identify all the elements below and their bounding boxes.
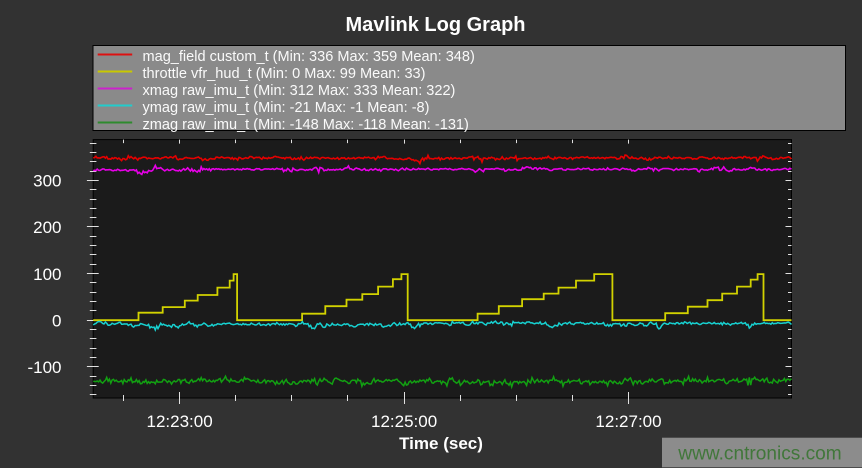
svg-text:mag_field custom_t (Min: 336 M: mag_field custom_t (Min: 336 Max: 359 Me… bbox=[143, 49, 475, 65]
svg-text:12:23:00: 12:23:00 bbox=[147, 412, 213, 431]
svg-text:12:27:00: 12:27:00 bbox=[595, 412, 661, 431]
svg-text:throttle vfr_hud_t (Min: 0 Max: throttle vfr_hud_t (Min: 0 Max: 99 Mean:… bbox=[143, 66, 426, 82]
svg-text:0: 0 bbox=[52, 311, 61, 330]
svg-text:300: 300 bbox=[33, 172, 61, 191]
svg-text:zmag raw_imu_t (Min: -148 Max:: zmag raw_imu_t (Min: -148 Max: -118 Mean… bbox=[143, 117, 469, 133]
svg-text:ymag raw_imu_t (Min: -21 Max:: ymag raw_imu_t (Min: -21 Max: -1 Mean: -… bbox=[143, 100, 430, 116]
svg-text:-100: -100 bbox=[27, 358, 61, 377]
svg-text:Mavlink Log Graph: Mavlink Log Graph bbox=[345, 14, 525, 36]
svg-text:www.cntronics.com: www.cntronics.com bbox=[677, 444, 841, 465]
svg-text:xmag raw_imu_t (Min: 312 Max:: xmag raw_imu_t (Min: 312 Max: 333 Mean: … bbox=[143, 83, 456, 99]
svg-text:100: 100 bbox=[33, 265, 61, 284]
svg-text:12:25:00: 12:25:00 bbox=[371, 412, 437, 431]
svg-text:200: 200 bbox=[33, 218, 61, 237]
svg-text:Time (sec): Time (sec) bbox=[399, 434, 483, 453]
